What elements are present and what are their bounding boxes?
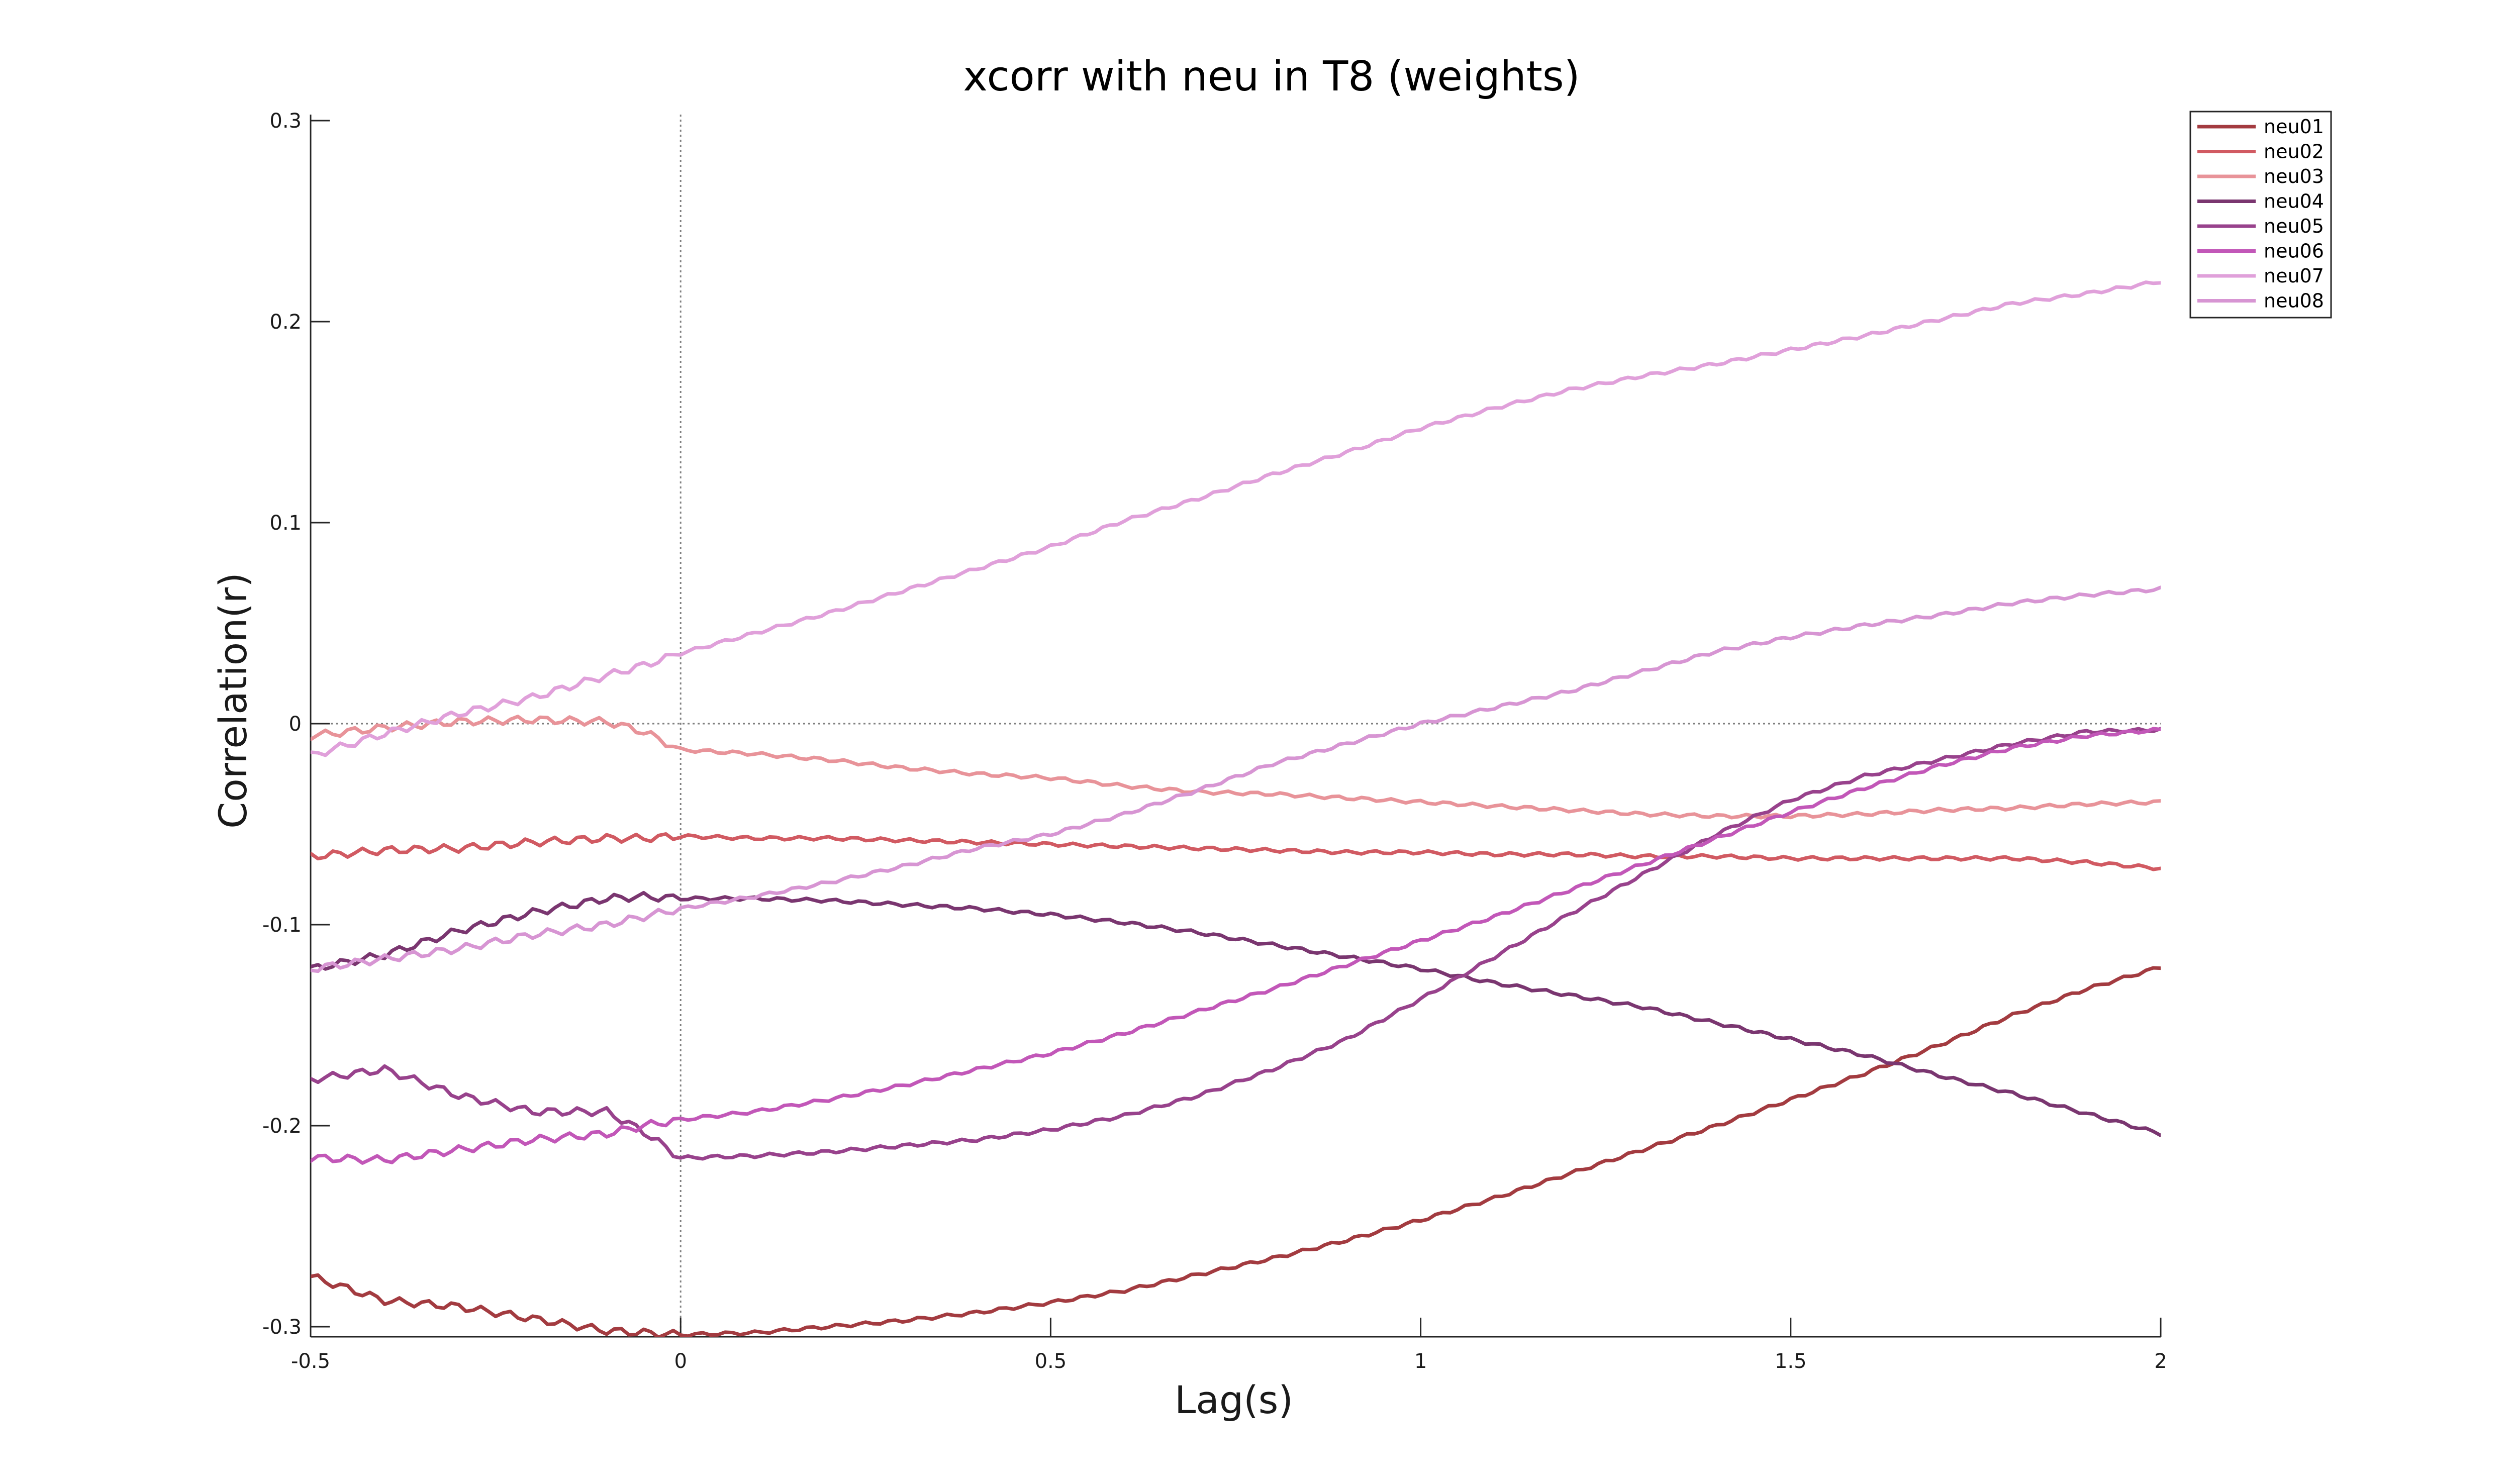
- x-tick-label: 1: [1414, 1350, 1427, 1373]
- x-tick-label: 2: [2154, 1350, 2167, 1373]
- y-tick-label: -0.3: [262, 1316, 302, 1339]
- series-lines: [311, 280, 2161, 1337]
- chart-title: xcorr with neu in T8 (weights): [963, 53, 1580, 101]
- y-tick-label: 0.2: [269, 311, 302, 334]
- series-line-neu05: [311, 727, 2161, 1161]
- series-line-neu08: [311, 585, 2161, 973]
- legend-label-neu08: neu08: [2264, 290, 2324, 312]
- x-tick-label: 0: [674, 1350, 687, 1373]
- y-axis-label: Correlation(r): [211, 572, 255, 829]
- x-tick-label: -0.5: [291, 1350, 330, 1373]
- legend-label-neu05: neu05: [2264, 215, 2324, 237]
- series-line-neu02: [311, 832, 2161, 871]
- y-tick-label: -0.2: [262, 1115, 302, 1138]
- y-tick-label: -0.1: [262, 914, 302, 937]
- legend-label-neu07: neu07: [2264, 265, 2324, 287]
- y-tick-label: 0.3: [269, 110, 302, 133]
- legend-box: [2189, 111, 2332, 319]
- y-tick-label: 0: [289, 713, 302, 736]
- x-axis-label: Lag(s): [1175, 1377, 1293, 1422]
- series-line-neu03: [311, 715, 2161, 820]
- x-tick-label: 0.5: [1035, 1350, 1067, 1373]
- series-line-neu06: [311, 727, 2161, 1165]
- legend-label-neu04: neu04: [2264, 190, 2324, 213]
- x-tick-label: 1.5: [1775, 1350, 1807, 1373]
- legend-label-neu01: neu01: [2264, 116, 2324, 138]
- series-line-neu01: [311, 966, 2161, 1337]
- series-line-neu07: [311, 280, 2161, 757]
- legend-label-neu03: neu03: [2264, 165, 2324, 187]
- legend-label-neu06: neu06: [2264, 240, 2324, 262]
- series-line-neu04: [311, 891, 2161, 1137]
- legend-label-neu02: neu02: [2264, 141, 2324, 163]
- y-tick-label: 0.1: [269, 512, 302, 535]
